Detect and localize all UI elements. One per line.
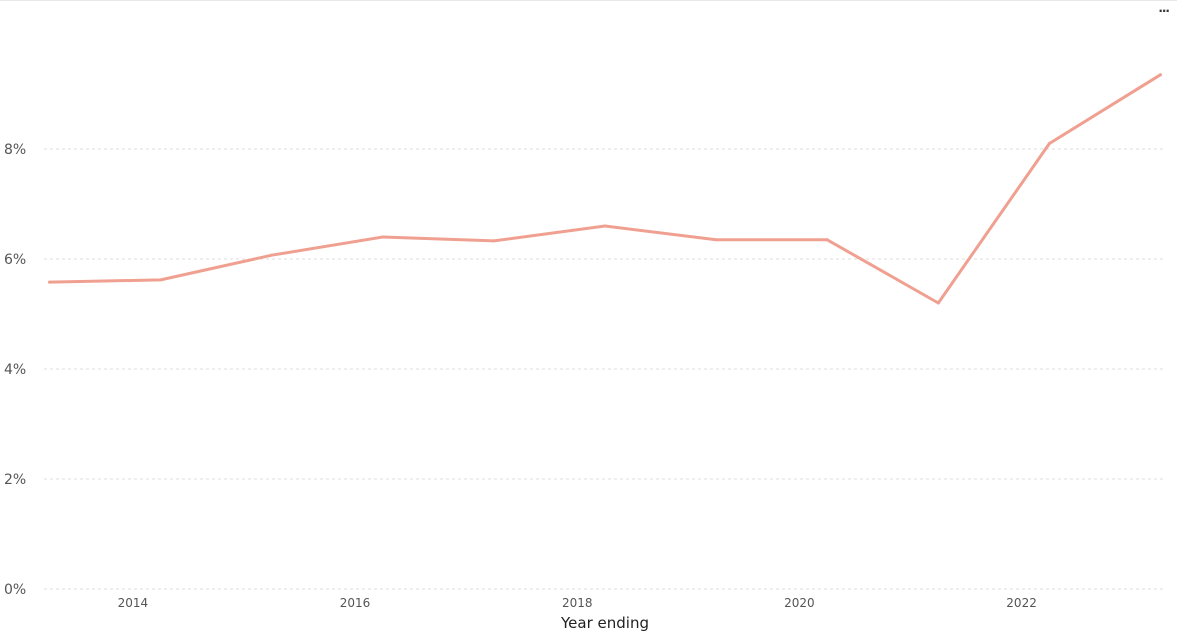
series-line[interactable] (48, 73, 1162, 305)
data-point[interactable] (492, 239, 496, 243)
y-tick-label: 6% (4, 252, 26, 268)
x-tick-label: 2018 (562, 596, 593, 610)
x-axis-title: Year ending (560, 614, 649, 632)
x-axis: 2014 2016 2018 2020 2022 (118, 596, 1037, 610)
data-point[interactable] (270, 253, 274, 257)
x-tick-label: 2020 (784, 596, 815, 610)
y-tick-label: 2% (4, 472, 26, 488)
data-point[interactable] (714, 238, 718, 242)
more-options-button[interactable]: ··· (1158, 4, 1170, 18)
x-tick-label: 2022 (1006, 596, 1037, 610)
data-point[interactable] (1047, 142, 1051, 145)
y-tick-label: 8% (4, 142, 26, 158)
data-point[interactable] (159, 278, 163, 282)
data-point[interactable] (603, 224, 607, 228)
x-tick-label: 2014 (118, 596, 149, 610)
y-tick-label: 4% (4, 362, 26, 378)
data-point[interactable] (825, 238, 829, 242)
data-point[interactable] (1158, 73, 1162, 77)
x-tick-label: 2016 (340, 596, 371, 610)
data-point[interactable] (48, 280, 52, 284)
data-point[interactable] (381, 235, 385, 239)
y-axis: 0% 2% 4% 6% 8% (4, 142, 26, 598)
data-point[interactable] (936, 301, 940, 305)
y-tick-label: 0% (4, 582, 26, 598)
series-layer (48, 73, 1162, 305)
gridlines (44, 148, 1166, 590)
